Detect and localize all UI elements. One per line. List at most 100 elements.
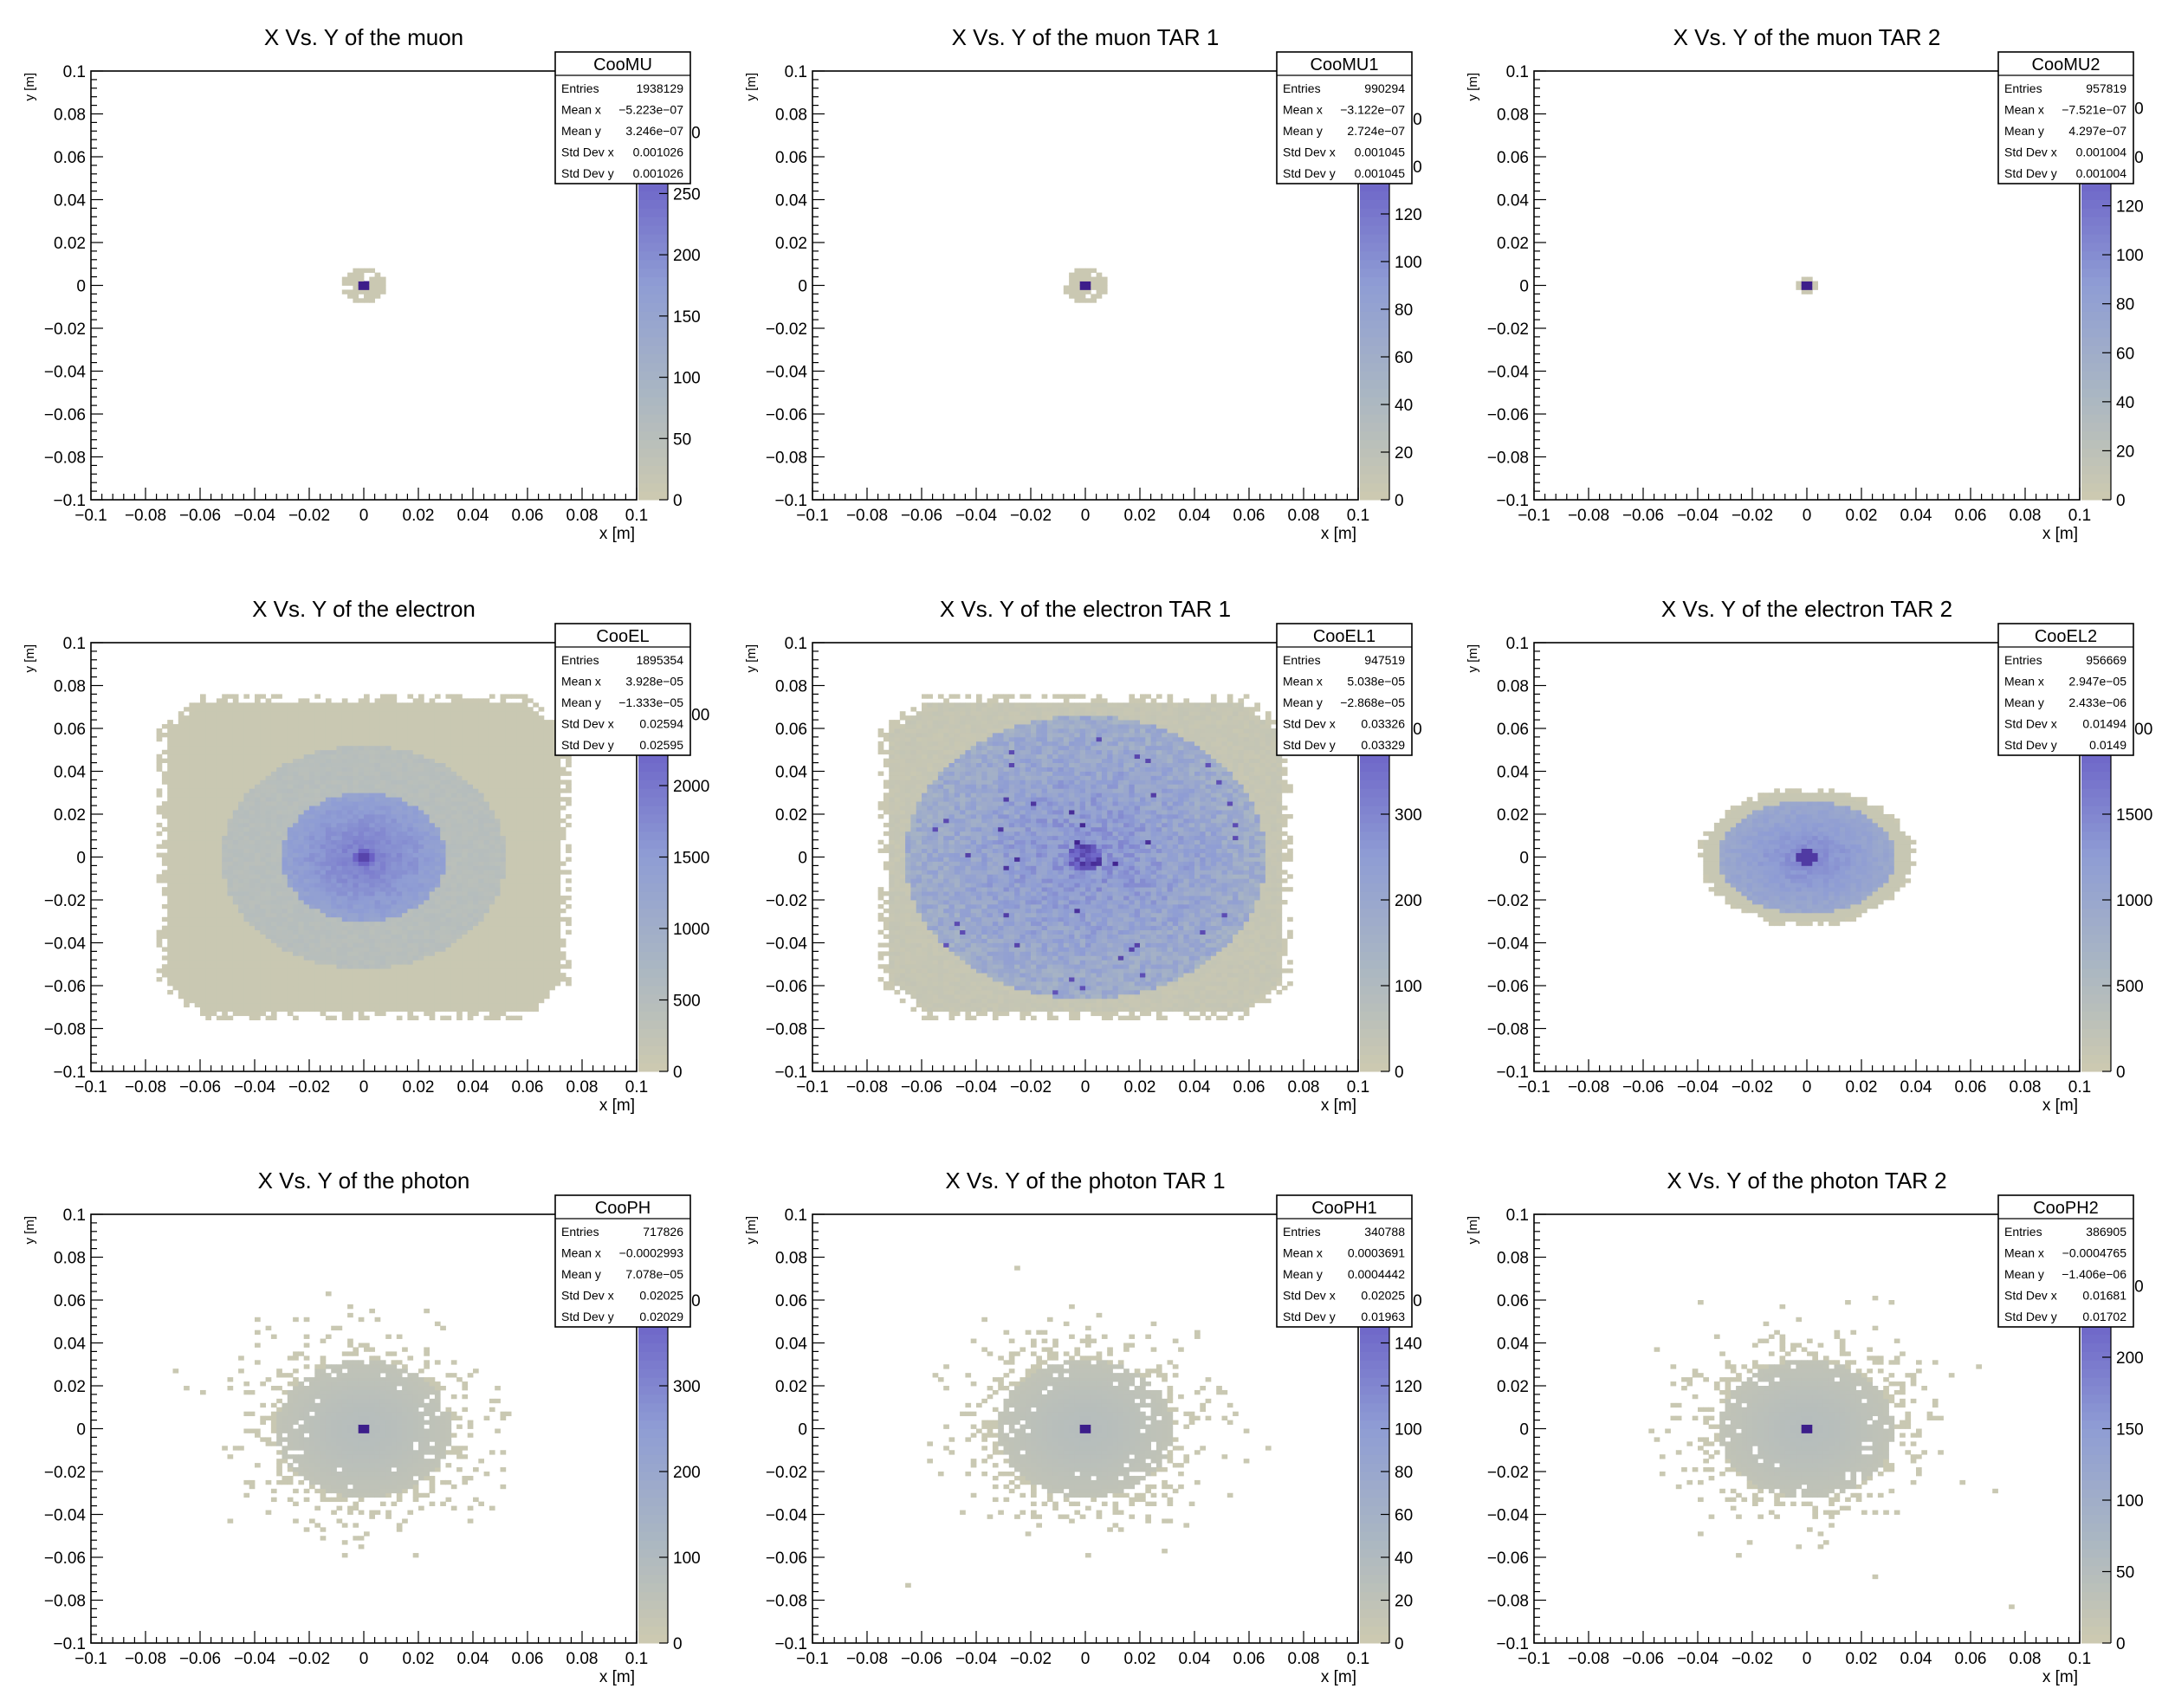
heatmap-cell xyxy=(238,942,244,948)
heatmap-cell xyxy=(429,981,436,987)
heatmap-cell xyxy=(429,977,436,982)
heatmap-cell xyxy=(347,878,353,883)
heatmap-cell xyxy=(194,848,201,853)
heatmap-cell xyxy=(238,861,244,866)
heatmap-cell xyxy=(276,754,282,760)
heatmap-cell xyxy=(189,771,196,776)
heatmap-cell xyxy=(450,861,457,866)
heatmap-cell xyxy=(402,839,408,845)
heatmap-cell xyxy=(440,921,446,927)
heatmap-cell xyxy=(270,724,277,729)
heatmap-cell xyxy=(341,878,348,883)
heatmap-cell xyxy=(331,788,337,793)
heatmap-cell xyxy=(270,754,277,760)
heatmap-cell xyxy=(184,801,190,806)
heatmap-cell xyxy=(205,921,211,927)
heatmap-cell xyxy=(434,947,441,952)
heatmap-cell xyxy=(232,947,239,952)
heatmap-cell xyxy=(440,964,446,969)
heatmap-cell xyxy=(270,775,277,780)
colorbar-band xyxy=(1360,456,1389,466)
heatmap-cell xyxy=(293,921,299,927)
heatmap-cell xyxy=(320,784,327,789)
heatmap-cell xyxy=(282,896,288,901)
y-tick-label: 0.02 xyxy=(775,235,807,253)
heatmap-cell xyxy=(200,870,206,875)
heatmap-cell xyxy=(287,878,294,883)
heatmap-cell xyxy=(407,848,414,853)
heatmap-cell xyxy=(249,844,256,849)
heatmap-cell xyxy=(440,736,446,742)
heatmap-cell xyxy=(270,870,277,875)
heatmap-cell xyxy=(467,968,474,974)
heatmap-cell xyxy=(287,896,294,901)
heatmap-cell xyxy=(303,822,310,828)
heatmap-cell xyxy=(232,745,239,751)
heatmap-cell xyxy=(161,732,168,738)
heatmap-cell xyxy=(156,736,163,742)
heatmap-cell xyxy=(227,814,234,819)
heatmap-cell xyxy=(320,986,327,991)
heatmap-cell xyxy=(172,780,179,785)
heatmap-cell xyxy=(336,947,343,952)
heatmap-cell xyxy=(194,921,201,927)
heatmap-cell xyxy=(232,720,239,725)
heatmap-cell xyxy=(178,925,184,931)
heatmap-cell xyxy=(440,947,446,952)
heatmap-cell xyxy=(369,973,375,978)
heatmap-cell xyxy=(347,986,353,991)
heatmap-cell xyxy=(276,844,282,849)
heatmap-cell xyxy=(167,745,173,751)
heatmap-cell xyxy=(379,912,386,918)
heatmap-cell xyxy=(385,728,392,734)
heatmap-cell xyxy=(391,698,398,703)
heatmap-cell xyxy=(194,788,201,793)
heatmap-cell xyxy=(314,934,320,939)
heatmap-cell xyxy=(407,749,414,755)
heatmap-cell xyxy=(216,698,223,703)
colorbar-band xyxy=(638,405,668,415)
heatmap-cell xyxy=(265,874,272,879)
heatmap-cell xyxy=(450,891,457,896)
colorbar-band xyxy=(638,276,668,286)
heatmap-cell xyxy=(238,805,244,811)
heatmap-cell xyxy=(205,896,211,901)
heatmap-cell xyxy=(210,891,217,896)
heatmap-cell xyxy=(473,903,479,909)
heatmap-cell xyxy=(473,947,479,952)
heatmap-cell xyxy=(287,732,294,738)
heatmap-cell xyxy=(341,1002,348,1008)
heatmap-cell xyxy=(314,916,320,922)
heatmap-cell xyxy=(270,844,277,849)
heatmap-cell xyxy=(309,900,315,905)
heatmap-cell xyxy=(161,947,168,952)
heatmap-cell xyxy=(429,912,436,918)
heatmap-cell xyxy=(396,960,403,965)
heatmap-cell xyxy=(243,805,250,811)
heatmap-cell xyxy=(270,883,277,888)
heatmap-cell xyxy=(467,728,474,734)
heatmap-cell xyxy=(194,814,201,819)
heatmap-cell xyxy=(391,883,398,888)
heatmap-cell xyxy=(456,822,463,828)
heatmap-cell xyxy=(282,870,288,875)
colorbar-band xyxy=(638,388,668,398)
heatmap-cell xyxy=(276,805,282,811)
heatmap-cell xyxy=(216,981,223,987)
heatmap-cell xyxy=(167,947,173,952)
heatmap-cell xyxy=(194,728,201,734)
heatmap-cell xyxy=(172,900,179,905)
heatmap-cell xyxy=(255,929,261,935)
heatmap-cell xyxy=(450,1006,457,1013)
heatmap-cell xyxy=(1085,281,1091,286)
heatmap-cell xyxy=(434,960,441,965)
colorbar-band xyxy=(1360,285,1389,294)
heatmap-cell xyxy=(418,989,424,995)
heatmap-cell xyxy=(167,767,173,772)
heatmap-cell xyxy=(353,989,359,995)
heatmap-cell xyxy=(369,831,375,837)
y-axis-label: y [m] xyxy=(23,73,37,101)
heatmap-cell xyxy=(260,831,266,837)
heatmap-cell xyxy=(374,947,381,952)
heatmap-cell xyxy=(265,788,272,793)
